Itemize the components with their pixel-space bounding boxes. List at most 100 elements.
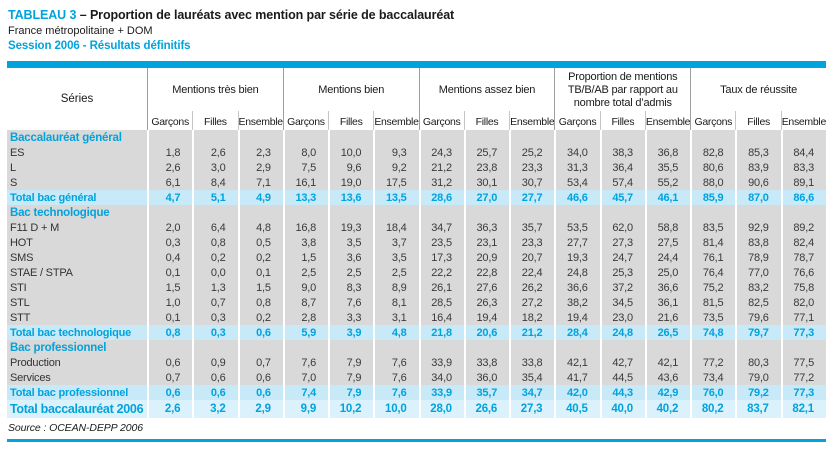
value-cell: 6,1 [147, 175, 192, 190]
value-cell [147, 130, 192, 145]
row-label: Baccalauréat général [10, 131, 122, 144]
value-cell: 13,6 [328, 190, 373, 205]
value-cell: 19,0 [328, 175, 373, 190]
value-cell [509, 340, 554, 355]
value-cell: 5,1 [192, 190, 237, 205]
value-cell: 7,6 [373, 385, 418, 400]
column-group-mentions-assez-bien: Mentions assez bien [418, 68, 555, 111]
value-cell [463, 205, 509, 220]
value-cell [690, 340, 735, 355]
column-subheader: Garçons [147, 111, 192, 130]
value-cell: 7,6 [328, 295, 373, 310]
value-cell: 79,2 [735, 385, 780, 400]
total-row: Total bac général 4,7 5,1 4,9 13,3 13,6 13,5 28… [7, 190, 826, 205]
value-cell: 2,8 [282, 310, 328, 325]
value-cell: 77,1 [780, 310, 826, 325]
value-cell: 7,6 [373, 370, 418, 385]
value-cell: 36,8 [644, 145, 690, 160]
value-cell: 17,5 [373, 175, 418, 190]
value-cell: 4,8 [237, 220, 283, 235]
subtitle-region: France métropolitaine + DOM [8, 25, 153, 37]
value-cell: 0,1 [237, 265, 283, 280]
value-cell [328, 205, 373, 220]
value-cell [192, 205, 237, 220]
value-cell: 36,3 [463, 220, 509, 235]
value-cell: 0,9 [192, 355, 237, 370]
table-row: L 2,6 3,0 2,9 7,5 9,6 9,2 21,2 23,8 23,3 31,3 36,4 3… [7, 160, 826, 175]
table-row: F11 D + M 2,0 6,4 4,8 16,8 19,3 18,4 34,7 36,3 35… [7, 220, 826, 235]
table-row: STL 1,0 0,7 0,8 8,7 7,6 8,1 28,5 26,3 27,2 38,2 34,… [7, 295, 826, 310]
value-cell: 76,4 [690, 265, 735, 280]
value-cell: 2,0 [147, 220, 192, 235]
value-cell: 19,4 [554, 310, 599, 325]
value-cell: 78,9 [735, 250, 780, 265]
value-cell: 0,8 [192, 235, 237, 250]
value-cell: 80,3 [735, 355, 780, 370]
value-cell: 2,5 [282, 265, 328, 280]
value-cell: 35,4 [509, 370, 554, 385]
table-body: Baccalauréat général ES 1,8 2,6 2,3 8,0 10,0 9,… [7, 130, 826, 418]
value-cell: 0,6 [237, 370, 283, 385]
value-cell: 23,3 [509, 160, 554, 175]
subtitle-session: Session 2006 - Résultats définitifs [8, 40, 191, 52]
value-cell: 8,9 [373, 280, 418, 295]
value-cell: 23,3 [509, 235, 554, 250]
value-cell: 36,6 [644, 280, 690, 295]
value-cell: 7,1 [237, 175, 283, 190]
value-cell [735, 205, 780, 220]
row-label: Total bac général [10, 191, 97, 204]
column-subheader: Ensemble [509, 111, 554, 130]
value-cell: 0,2 [192, 250, 237, 265]
value-cell: 18,2 [509, 310, 554, 325]
value-cell: 8,4 [192, 175, 237, 190]
value-cell: 87,0 [735, 190, 780, 205]
value-cell [599, 130, 645, 145]
table-row: STI 1,5 1,3 1,5 9,0 8,3 8,9 26,1 27,6 26,2 36,6 37,… [7, 280, 826, 295]
value-cell [509, 130, 554, 145]
value-cell: 0,1 [147, 265, 192, 280]
value-cell: 73,4 [690, 370, 735, 385]
value-cell: 82,1 [780, 400, 826, 418]
value-cell: 2,9 [237, 400, 283, 418]
value-cell: 4,9 [237, 190, 283, 205]
value-cell [554, 205, 599, 220]
column-subheader: Filles [735, 111, 780, 130]
value-cell: 21,6 [644, 310, 690, 325]
value-cell: 26,3 [463, 295, 509, 310]
column-group-mentions-bien: Mentions bien [282, 68, 419, 111]
value-cell [282, 340, 328, 355]
value-cell: 9,2 [373, 160, 418, 175]
value-cell [147, 205, 192, 220]
column-subheader: Filles [599, 111, 645, 130]
value-cell: 0,3 [147, 235, 192, 250]
source-note: Source : OCEAN-DEPP 2006 [8, 422, 143, 434]
value-cell: 27,3 [509, 400, 554, 418]
value-cell: 3,7 [373, 235, 418, 250]
column-subheader: Ensemble [644, 111, 690, 130]
value-cell: 31,3 [554, 160, 599, 175]
row-label: Services [10, 371, 51, 384]
value-cell [418, 340, 464, 355]
value-cell: 33,8 [463, 355, 509, 370]
row-label: Total baccalauréat 2006 [10, 402, 144, 416]
value-cell: 26,2 [509, 280, 554, 295]
column-subheader: Filles [463, 111, 509, 130]
value-cell [780, 130, 826, 145]
value-cell: 0,7 [147, 370, 192, 385]
table-number-label: TABLEAU 3 [8, 8, 77, 22]
value-cell: 9,0 [282, 280, 328, 295]
value-cell: 33,8 [509, 355, 554, 370]
value-cell [780, 340, 826, 355]
value-cell: 0,6 [192, 385, 237, 400]
value-cell: 35,7 [463, 385, 509, 400]
value-cell: 3,3 [328, 310, 373, 325]
value-cell: 77,5 [780, 355, 826, 370]
value-cell [237, 205, 283, 220]
row-label: STT [10, 311, 31, 324]
value-cell: 82,5 [735, 295, 780, 310]
table-row: HOT 0,3 0,8 0,5 3,8 3,5 3,7 23,5 23,1 23,3 27,7 27,… [7, 235, 826, 250]
value-cell: 0,1 [147, 310, 192, 325]
value-cell: 38,3 [599, 145, 645, 160]
value-cell: 0,5 [237, 235, 283, 250]
value-cell: 16,1 [282, 175, 328, 190]
